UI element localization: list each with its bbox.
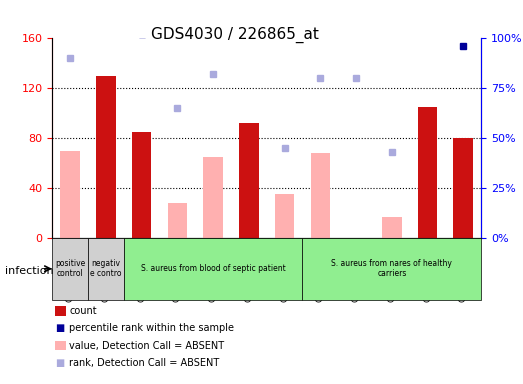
Text: rank, Detection Call = ABSENT: rank, Detection Call = ABSENT [69,358,219,368]
Bar [453,138,473,238]
Bar [96,76,116,238]
Bar [382,217,402,238]
Bar [418,107,437,238]
Text: positive
control: positive control [55,259,85,278]
Bar [275,194,294,238]
FancyBboxPatch shape [124,238,302,300]
Text: ■: ■ [55,323,64,333]
FancyBboxPatch shape [302,238,481,300]
Text: GDS4030 / 226865_at: GDS4030 / 226865_at [152,27,319,43]
Bar [60,151,80,238]
Text: ■: ■ [55,358,64,368]
Text: S. aureus from nares of healthy
carriers: S. aureus from nares of healthy carriers [332,259,452,278]
Text: percentile rank within the sample: percentile rank within the sample [69,323,234,333]
Text: count: count [69,306,97,316]
Bar [203,157,223,238]
Bar [167,203,187,238]
Text: negativ
e contro: negativ e contro [90,259,122,278]
FancyBboxPatch shape [88,238,124,300]
Bar [132,132,152,238]
Text: infection: infection [5,266,54,276]
Text: S. aureus from blood of septic patient: S. aureus from blood of septic patient [141,264,286,273]
FancyBboxPatch shape [52,238,88,300]
Text: value, Detection Call = ABSENT: value, Detection Call = ABSENT [69,341,224,351]
Bar [311,153,330,238]
Bar [239,123,259,238]
